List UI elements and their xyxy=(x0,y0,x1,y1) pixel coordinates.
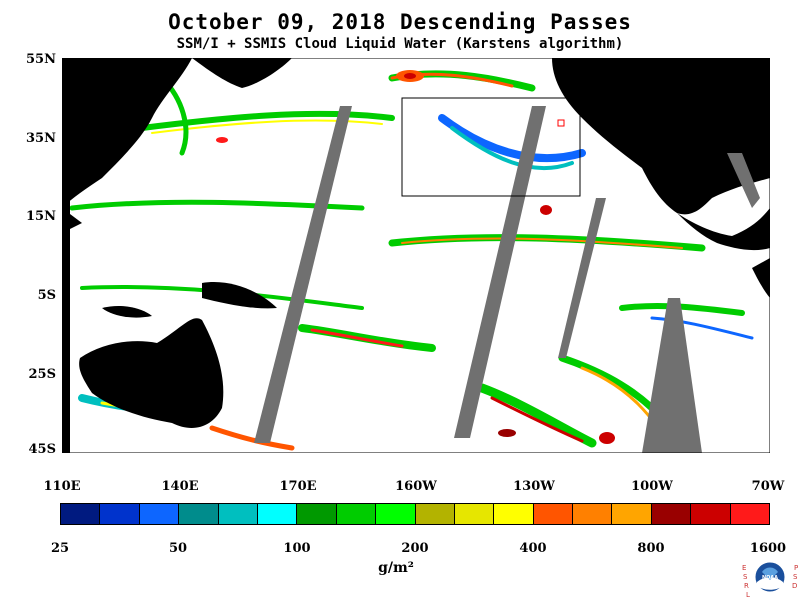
logo-letter: L xyxy=(746,591,750,599)
colorbar-tick-label: 200 xyxy=(401,541,429,556)
colorbar-swatch xyxy=(139,504,180,524)
lon-label: 70W xyxy=(751,479,785,494)
colorbar-swatch xyxy=(100,504,140,524)
lat-label: 55N xyxy=(26,52,56,67)
colorbar-swatch xyxy=(218,504,258,524)
colorbar-swatch xyxy=(257,504,298,524)
lat-label: 35N xyxy=(26,131,56,146)
lat-label: 45S xyxy=(28,442,56,457)
colorbar-swatch xyxy=(61,504,101,524)
colorbar-tick-label: 1600 xyxy=(749,541,787,556)
colorbar-swatch xyxy=(533,504,574,524)
colorbar-swatch xyxy=(651,504,692,524)
lon-label: 140E xyxy=(161,479,199,494)
data-gap-swaths xyxy=(254,106,760,453)
colorbar-swatch xyxy=(179,504,219,524)
lat-label: 25S xyxy=(28,367,56,382)
logo-letter: E xyxy=(742,564,746,572)
colorbar-swatch xyxy=(376,504,416,524)
colorbar-swatch xyxy=(336,504,377,524)
convective-cores xyxy=(216,70,717,444)
lon-label: 110E xyxy=(43,479,81,494)
logo-letter: S xyxy=(793,573,798,581)
land xyxy=(62,58,770,453)
colorbar-tick-label: 100 xyxy=(283,541,311,556)
lon-label: 170E xyxy=(279,479,317,494)
colorbar-swatch xyxy=(415,504,455,524)
lon-label: 100W xyxy=(631,479,673,494)
colorbar-swatch xyxy=(573,504,613,524)
lon-label: 130W xyxy=(513,479,555,494)
logo-letter: R xyxy=(744,582,749,590)
logo-letter: P xyxy=(794,564,798,572)
logo-letter: D xyxy=(792,582,797,590)
colorbar-swatch xyxy=(612,504,652,524)
logo-letter: S xyxy=(743,573,748,581)
colorbar-tick-label: 50 xyxy=(168,541,188,556)
colorbar-swatch xyxy=(494,504,534,524)
colorbar-swatch xyxy=(730,504,770,524)
cloud-liquid-water-map xyxy=(62,58,770,453)
logo-center-text: NOAA xyxy=(762,575,778,581)
colorbar-swatch xyxy=(297,504,337,524)
colorbar xyxy=(60,503,770,525)
colorbar-swatch xyxy=(454,504,495,524)
colorbar-tick-label: 400 xyxy=(519,541,547,556)
colorbar-tick-label: 800 xyxy=(637,541,665,556)
colorbar-units: g/m² xyxy=(378,560,414,576)
inset-box xyxy=(401,97,581,197)
map-subtitle: SSM/I + SSMIS Cloud Liquid Water (Karste… xyxy=(176,36,624,52)
colorbar-tick-label: 25 xyxy=(50,541,70,556)
small-box xyxy=(557,119,565,127)
map-title: October 09, 2018 Descending Passes xyxy=(168,10,632,34)
lat-label: 15N xyxy=(26,209,56,224)
noaa-logo: E S R L NOAA P S D xyxy=(742,561,798,599)
colorbar-swatch xyxy=(691,504,731,524)
lat-label: 5S xyxy=(37,288,56,303)
lon-label: 160W xyxy=(395,479,437,494)
